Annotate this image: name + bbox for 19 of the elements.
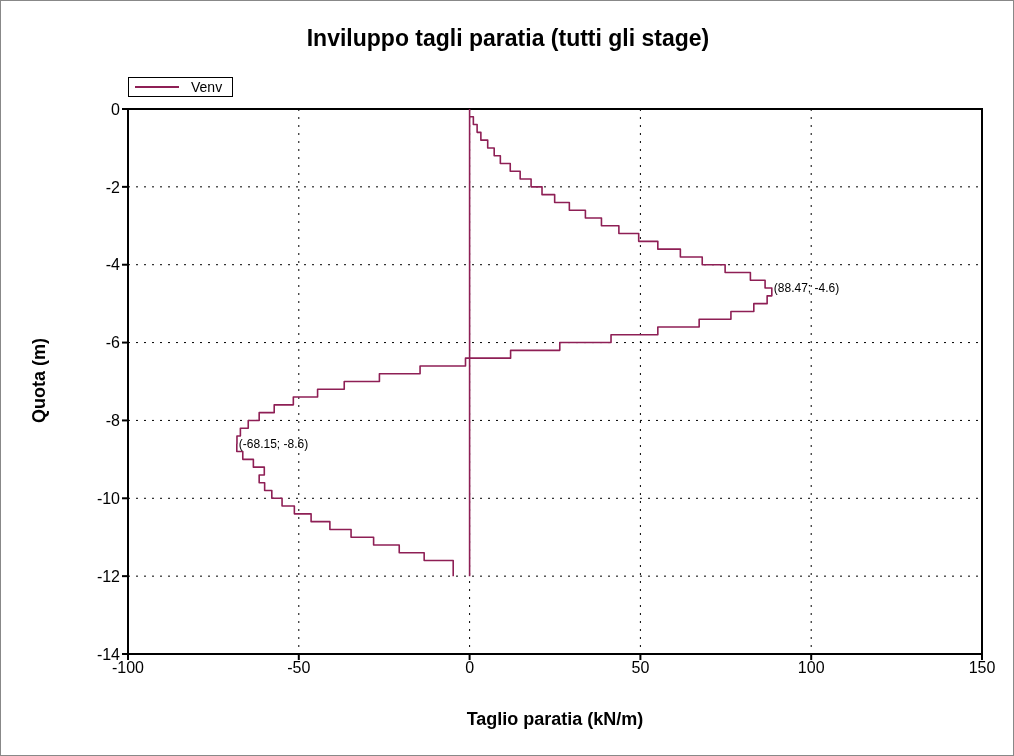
x-tick-label: -50 <box>287 659 311 677</box>
annotation: (88.47; -4.6) <box>773 281 840 296</box>
legend-label: Venv <box>191 79 223 95</box>
y-tick-label: -2 <box>105 178 121 196</box>
x-tick-label: 0 <box>465 659 475 677</box>
chart-title: Inviluppo tagli paratia (tutti gli stage) <box>305 25 711 52</box>
y-tick-label: 0 <box>111 100 121 118</box>
x-tick-label: 150 <box>968 659 996 677</box>
y-tick-label: -4 <box>105 256 121 274</box>
y-tick-label: -10 <box>96 489 121 507</box>
y-tick-label: -6 <box>105 334 121 352</box>
y-tick-label: -12 <box>96 567 121 585</box>
y-tick-label: -8 <box>105 412 121 430</box>
x-tick-label: -100 <box>111 659 145 677</box>
x-tick-label: 100 <box>797 659 825 677</box>
annotation: (-68.15; -8.6) <box>238 437 309 452</box>
y-axis-title: Quota (m) <box>28 336 50 425</box>
x-tick-label: 50 <box>631 659 650 677</box>
x-axis-title: Taglio paratia (kN/m) <box>465 709 645 730</box>
